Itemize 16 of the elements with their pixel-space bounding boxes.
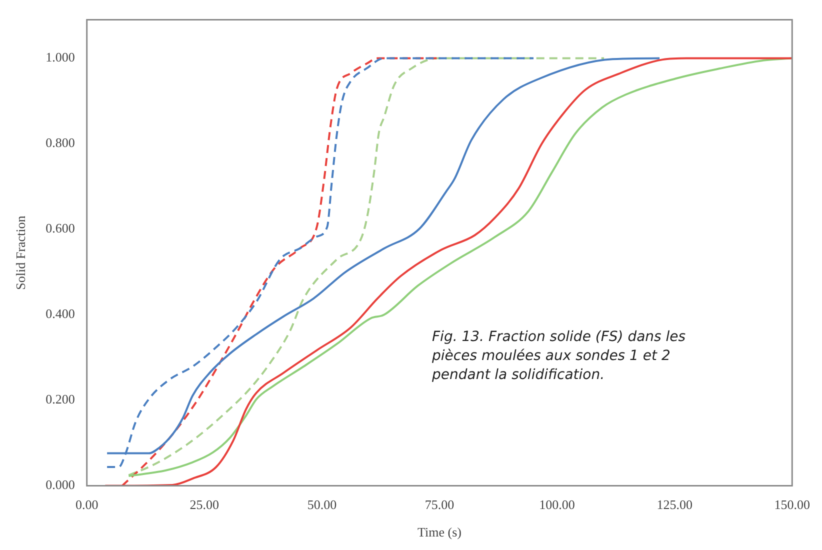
annotation: Fig. 13. Fraction solide (FS) dans les pièces moulées aux sondes 1 et 2 pendant la solidification. bbox=[432, 328, 687, 385]
y-tick-label: 0.000 bbox=[46, 477, 75, 492]
x-axis-title: Time (s) bbox=[418, 524, 462, 540]
y-tick-label: 0.800 bbox=[46, 135, 75, 150]
y-axis-title: Solid Fraction bbox=[13, 215, 28, 290]
y-tick-label: 0.400 bbox=[46, 306, 75, 322]
x-tick-label: 0.00 bbox=[75, 497, 98, 512]
x-tick-label: 125.00 bbox=[656, 497, 692, 512]
x-tick-label: 100.00 bbox=[539, 497, 575, 512]
x-tick-label: 50.00 bbox=[307, 497, 337, 512]
x-tick-label: 150.00 bbox=[774, 497, 810, 512]
y-tick-label: 0.200 bbox=[46, 392, 75, 407]
y-tick-label: 1.000 bbox=[46, 50, 75, 65]
x-tick-label: 75.00 bbox=[424, 497, 454, 512]
x-tick-label: 25.00 bbox=[190, 497, 220, 512]
y-tick-label: 0.600 bbox=[46, 220, 75, 236]
